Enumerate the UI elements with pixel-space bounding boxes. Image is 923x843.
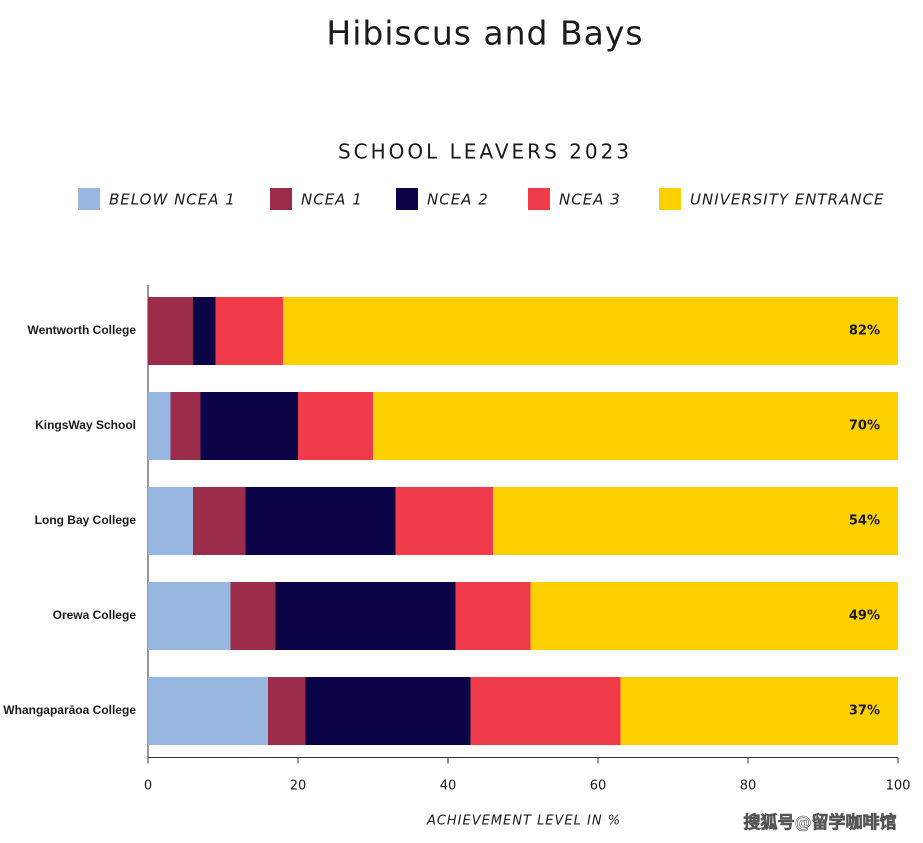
- bar-segment: [200, 392, 298, 460]
- legend-label: NCEA 3: [559, 191, 621, 209]
- bar-segment: [275, 582, 456, 650]
- bar-segment: [148, 677, 268, 745]
- bar-segment: [470, 677, 621, 745]
- bar-segment: [230, 582, 276, 650]
- legend-swatch: [270, 188, 292, 210]
- bar-segment: [193, 487, 246, 555]
- bar-segment: [298, 392, 373, 460]
- bar-segment: [148, 297, 193, 365]
- value-label: 37%: [849, 704, 880, 719]
- bar-segment: [373, 392, 898, 460]
- x-tick-label: 40: [440, 779, 457, 794]
- chart-title: Hibiscus and Bays: [326, 14, 643, 53]
- x-tick-label: 0: [144, 779, 152, 794]
- y-tick-label: KingsWay School: [35, 418, 136, 432]
- bar-segment: [148, 582, 231, 650]
- bar-segment: [268, 677, 306, 745]
- value-label: 82%: [849, 324, 880, 339]
- y-tick-label: Whangaparāoa College: [3, 703, 136, 717]
- bar-segment: [283, 297, 898, 365]
- x-tick-label: 60: [590, 779, 607, 794]
- y-tick-label: Wentworth College: [28, 323, 137, 337]
- legend-swatch: [528, 188, 550, 210]
- legend-label: NCEA 1: [301, 191, 363, 209]
- value-label: 54%: [849, 514, 880, 529]
- bar-segment: [305, 677, 471, 745]
- legend-swatch: [396, 188, 418, 210]
- bar-segment: [148, 392, 171, 460]
- bar-segment: [193, 297, 216, 365]
- legend-label: BELOW NCEA 1: [109, 191, 236, 209]
- watermark: 搜狐号@留学咖啡馆: [744, 812, 897, 833]
- bar-segment: [530, 582, 898, 650]
- bar-segment: [245, 487, 396, 555]
- y-tick-label: Orewa College: [53, 608, 137, 622]
- bar-segment: [170, 392, 201, 460]
- bar-segment: [620, 677, 898, 745]
- value-label: 49%: [849, 609, 880, 624]
- legend-label: NCEA 2: [427, 191, 489, 209]
- y-tick-label: Long Bay College: [35, 513, 137, 527]
- x-tick-label: 20: [290, 779, 307, 794]
- x-axis-label: ACHIEVEMENT LEVEL IN %: [426, 814, 621, 829]
- value-label: 70%: [849, 419, 880, 434]
- legend-label: UNIVERSITY ENTRANCE: [690, 191, 885, 209]
- legend-swatch: [659, 188, 681, 210]
- bar-segment: [493, 487, 898, 555]
- bar-segment: [148, 487, 193, 555]
- x-tick-label: 80: [740, 779, 757, 794]
- bar-segment: [395, 487, 493, 555]
- chart-subtitle: SCHOOL LEAVERS 2023: [338, 140, 632, 164]
- bar-segment: [215, 297, 283, 365]
- bar-segment: [455, 582, 531, 650]
- x-tick-label: 100: [886, 779, 911, 794]
- legend-swatch: [78, 188, 100, 210]
